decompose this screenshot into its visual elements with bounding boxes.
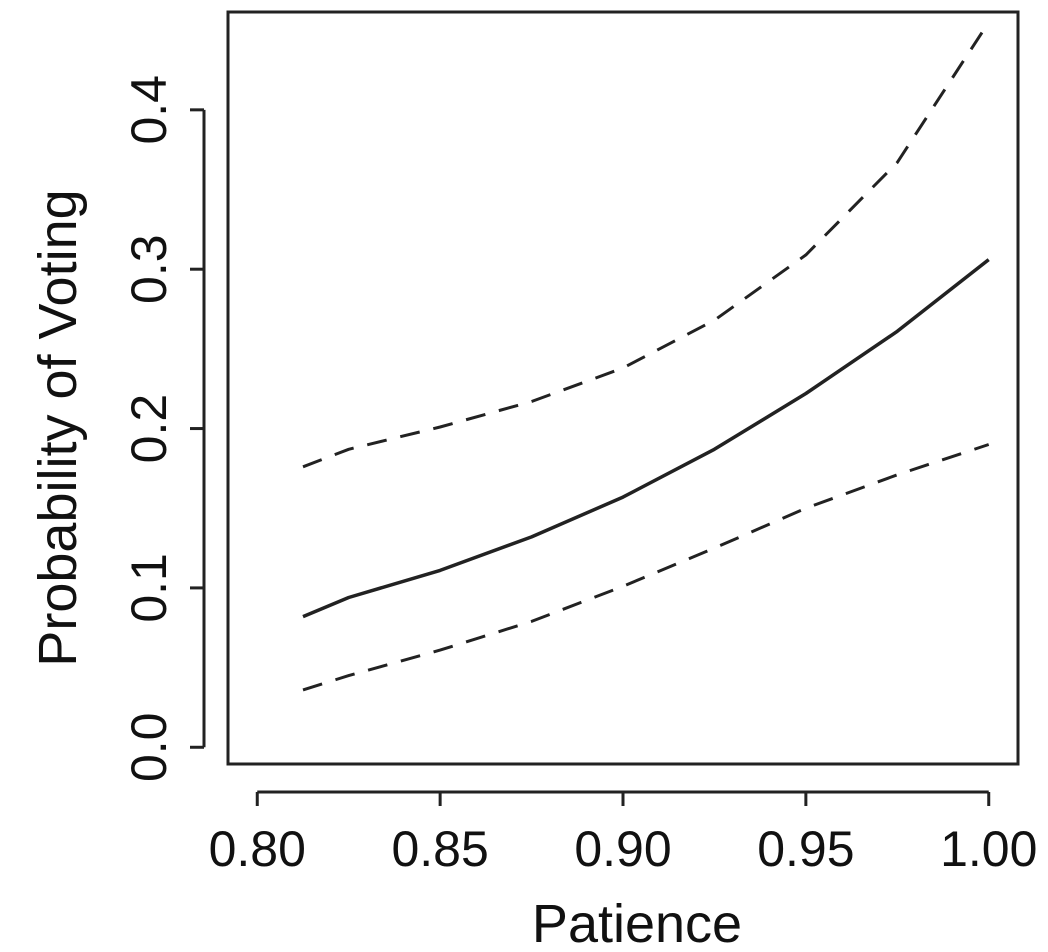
x-tick-label: 0.80 [209,821,306,877]
y-tick-label: 0.2 [121,394,177,464]
y-tick-label: 0.0 [121,713,177,783]
y-tick-label: 0.3 [121,234,177,304]
upper-bound-line [302,21,990,469]
x-tick-label: 0.95 [757,821,854,877]
x-axis-title: Patience [532,894,742,952]
series-layer [302,21,990,692]
x-tick-label: 0.85 [391,821,488,877]
x-tick-label: 1.00 [940,821,1037,877]
y-tick-label: 0.1 [121,553,177,623]
y-tick-label: 0.4 [121,75,177,145]
estimate-line [302,258,990,619]
plot-frame [226,10,1020,766]
y-axis-title: Probability of Voting [28,189,88,666]
x-axis: 0.80 0.85 0.90 0.95 1.00 [209,790,1037,877]
y-axis: 0.0 0.1 0.2 0.3 0.4 [121,75,206,783]
x-tick-label: 0.90 [574,821,671,877]
lower-bound-line [302,443,990,692]
